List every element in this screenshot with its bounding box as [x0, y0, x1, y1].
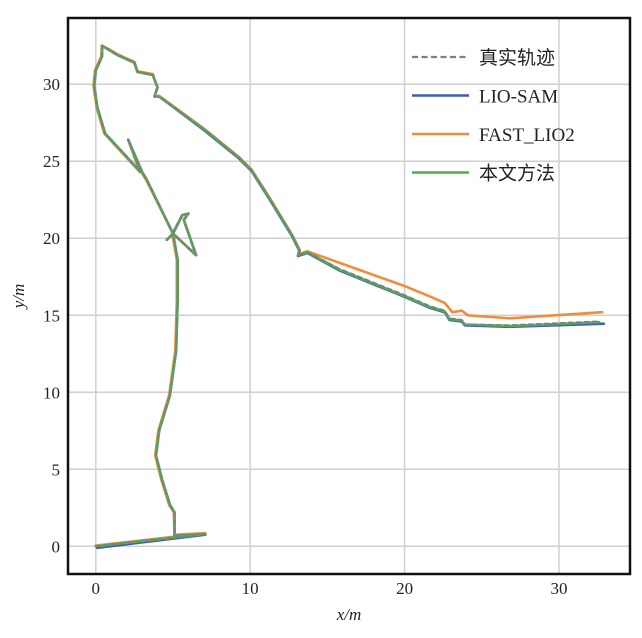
y-axis-label: y/m [9, 284, 28, 311]
x-tick-label: 20 [396, 579, 413, 598]
y-tick-label: 0 [52, 537, 61, 556]
y-tick-label: 5 [52, 460, 61, 479]
y-tick-label: 30 [43, 75, 60, 94]
y-tick-label: 25 [43, 152, 60, 171]
y-tick-label: 20 [43, 229, 60, 248]
legend-label-3: 本文方法 [479, 163, 555, 185]
y-tick-label: 15 [43, 306, 60, 325]
tick-labels: 0 10 20 30 0 5 10 15 20 25 30 [43, 75, 567, 598]
x-tick-label: 30 [550, 579, 567, 598]
legend-label-1: LIO-SAM [479, 87, 558, 108]
y-tick-label: 10 [43, 383, 60, 402]
series-lines [92, 44, 606, 550]
x-tick-label: 0 [92, 579, 101, 598]
series-line-2 [92, 44, 604, 547]
series-line-1 [92, 44, 606, 550]
legend-label-2: FAST_LIO2 [479, 125, 575, 146]
series-line-0 [93, 44, 600, 548]
axes-frame [66, 16, 632, 576]
legend-label-0: 真实轨迹 [479, 47, 555, 69]
series-line-3 [92, 44, 601, 548]
legend: 真实轨迹 LIO-SAM FAST_LIO2 本文方法 [412, 47, 575, 185]
grid [68, 18, 630, 574]
x-tick-label: 10 [242, 579, 259, 598]
x-axis-label: x/m [336, 605, 362, 624]
